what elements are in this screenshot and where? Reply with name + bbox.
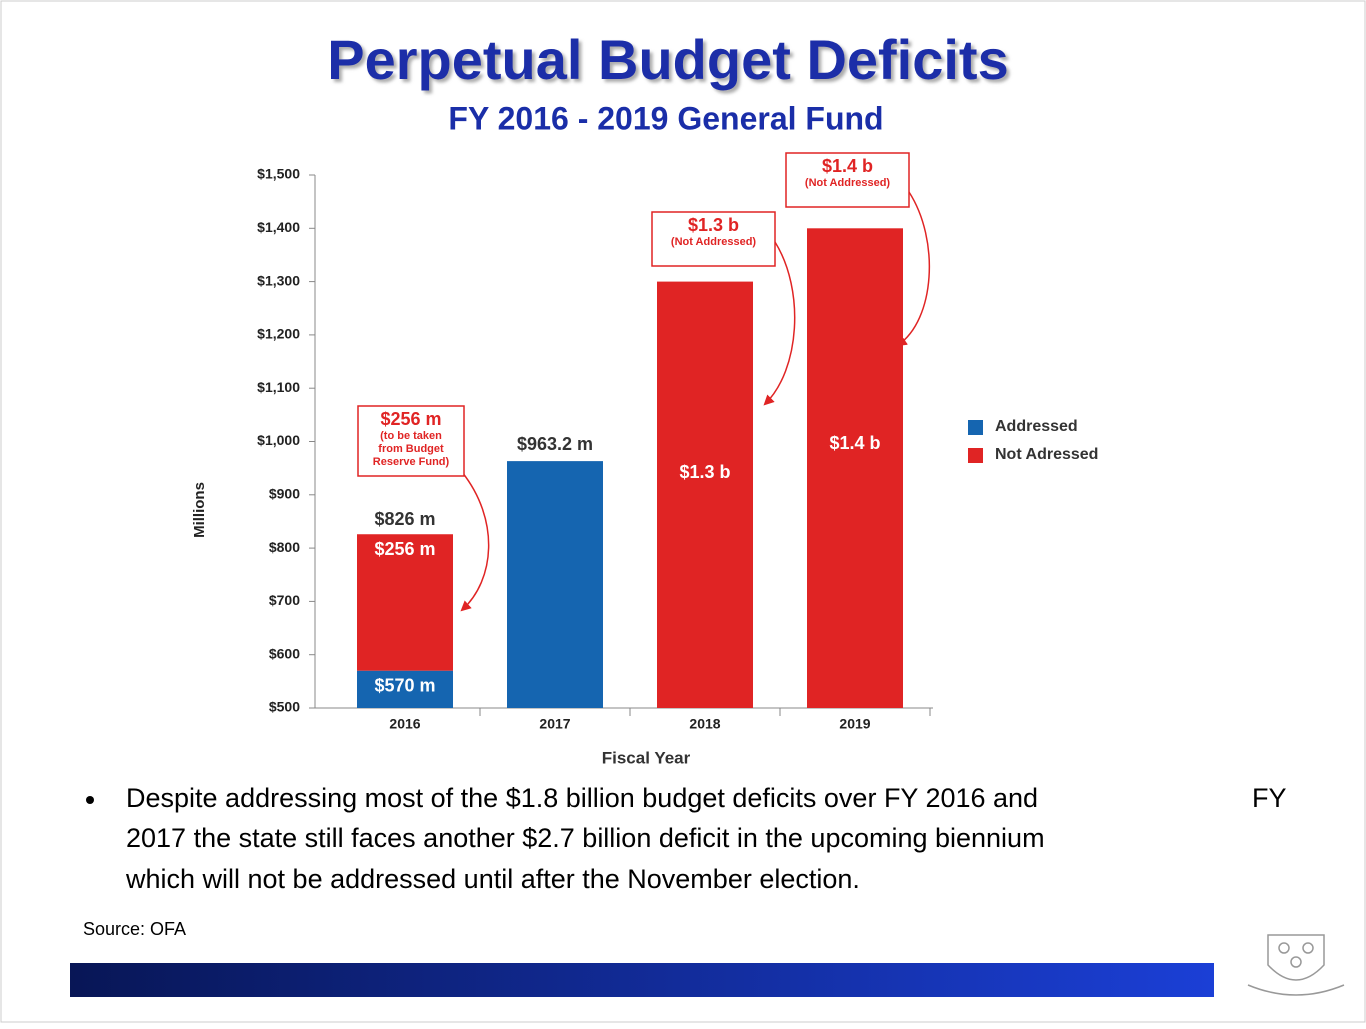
chart-title: Perpetual Budget Deficits bbox=[327, 28, 1008, 91]
y-tick-label: $1,200 bbox=[257, 326, 300, 342]
footer-band bbox=[70, 963, 1214, 997]
value-label: $570 m bbox=[374, 675, 435, 695]
y-tick-label: $700 bbox=[269, 592, 300, 608]
callout-note: Reserve Fund) bbox=[373, 456, 450, 468]
callout-title: $1.4 b bbox=[822, 156, 873, 176]
y-tick-label: $600 bbox=[269, 645, 300, 661]
chart-subtitle: FY 2016 - 2019 General Fund bbox=[448, 100, 883, 136]
x-axis-label: Fiscal Year bbox=[602, 748, 691, 767]
callout-note: (Not Addressed) bbox=[671, 236, 756, 248]
y-tick-label: $1,500 bbox=[257, 166, 300, 182]
callout-note: from Budget bbox=[378, 443, 444, 455]
value-label: $1.4 b bbox=[829, 433, 880, 453]
bar-segment bbox=[807, 228, 903, 709]
x-tick-label: 2016 bbox=[389, 716, 420, 732]
callout-note: (Not Addressed) bbox=[805, 177, 890, 189]
x-tick-label: 2018 bbox=[689, 716, 720, 732]
callout-title: $256 m bbox=[380, 409, 441, 429]
bullet-line: 2017 the state still faces another $2.7 … bbox=[126, 823, 1045, 853]
bullet-line: Despite addressing most of the $1.8 bill… bbox=[126, 783, 1038, 813]
y-tick-label: $1,100 bbox=[257, 379, 300, 395]
y-axis-label: Millions bbox=[191, 482, 208, 538]
callout-arrow bbox=[763, 241, 796, 406]
source: Source: OFA bbox=[83, 919, 186, 939]
bar-segment bbox=[357, 670, 453, 708]
value-label: $1.3 b bbox=[679, 462, 730, 482]
y-tick-label: $1,400 bbox=[257, 219, 300, 235]
callout-title: $1.3 b bbox=[688, 215, 739, 235]
value-label: $963.2 m bbox=[517, 434, 593, 454]
y-tick-label: $1,300 bbox=[257, 272, 300, 288]
x-tick-label: 2019 bbox=[839, 716, 870, 732]
bar-segment bbox=[507, 461, 603, 708]
legend-swatch bbox=[968, 448, 983, 463]
callout-box bbox=[785, 152, 910, 208]
y-tick-label: $800 bbox=[269, 539, 300, 555]
callout-box bbox=[651, 211, 776, 267]
y-tick-label: $900 bbox=[269, 486, 300, 502]
legend-swatch bbox=[968, 420, 983, 435]
bullet-aside: FY bbox=[1252, 783, 1287, 813]
y-tick-label: $1,000 bbox=[257, 432, 300, 448]
legend-label: Addressed bbox=[995, 418, 1078, 435]
seal bbox=[1247, 934, 1345, 996]
callout-box bbox=[357, 405, 465, 477]
callout-arrow bbox=[460, 471, 490, 612]
value-label: $256 m bbox=[374, 539, 435, 559]
legend-label: Not Adressed bbox=[995, 446, 1098, 463]
bullet-line: which will not be addressed until after … bbox=[125, 864, 860, 894]
bar-segment bbox=[357, 534, 453, 671]
x-tick-label: 2017 bbox=[539, 716, 570, 732]
callout-note: (to be taken bbox=[380, 430, 442, 442]
callout-arrow bbox=[896, 191, 931, 347]
bar-segment bbox=[657, 281, 753, 708]
bullet-dot bbox=[86, 796, 94, 804]
total-label: $826 m bbox=[374, 509, 435, 529]
y-tick-label: $500 bbox=[269, 699, 300, 715]
